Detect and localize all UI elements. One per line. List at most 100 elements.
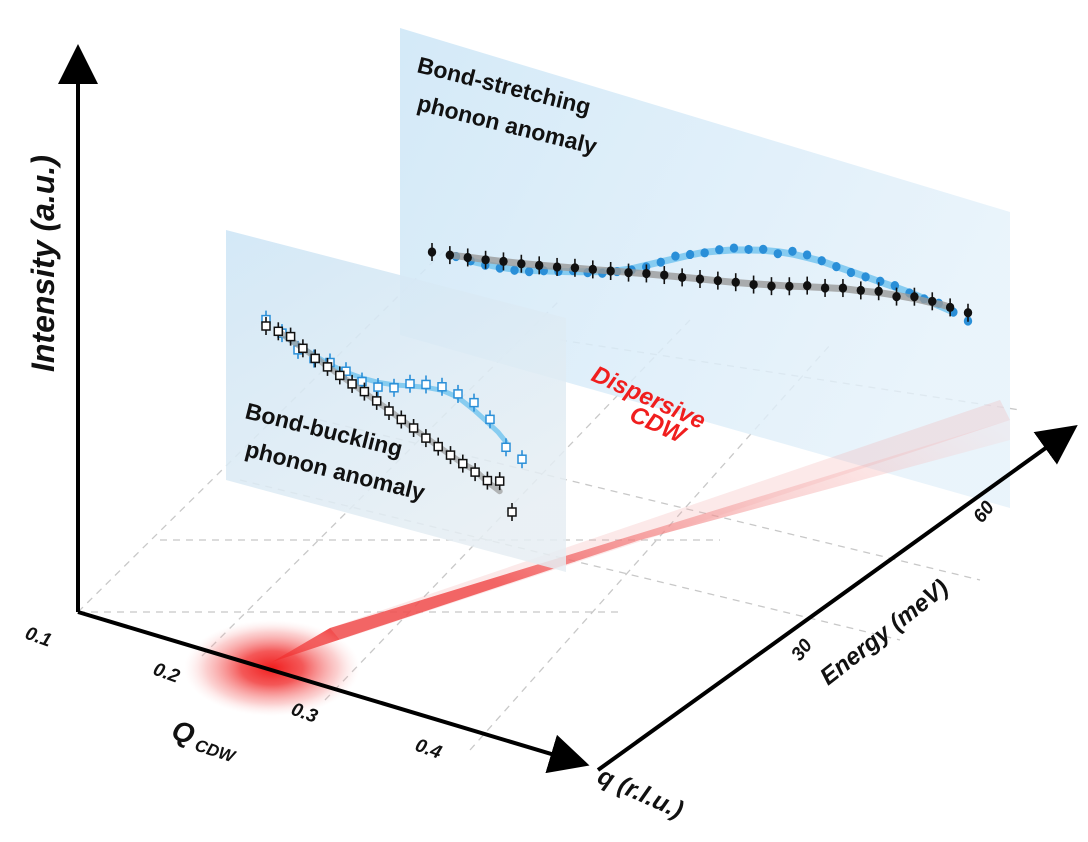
buckle-blue-point [373, 382, 383, 392]
stretch-black-point [910, 292, 919, 302]
stretch-blue-point [729, 243, 739, 253]
q-axis-label: q (r.l.u.) [594, 762, 688, 824]
stretch-black-point [445, 250, 455, 260]
stretch-blue-point [890, 281, 900, 291]
stretch-black-point [499, 256, 508, 266]
cdw-spot [184, 620, 360, 716]
stretch-black-point [606, 266, 615, 276]
stretch-black-point [463, 252, 472, 263]
stretch-black-point [963, 308, 973, 318]
stretch-blue-point [510, 265, 519, 275]
stretch-black-point [517, 259, 526, 269]
buckle-blue-point [389, 383, 399, 393]
buckle-blue-point [517, 454, 527, 464]
buckle-blue-point [357, 376, 367, 387]
energy-axis [596, 424, 1078, 772]
buckling-data [261, 310, 527, 521]
stretch-black-point [785, 281, 794, 291]
buckle-black-point [470, 467, 480, 477]
stretch-black-point [642, 268, 651, 279]
stretch-black-point [892, 292, 901, 302]
stretch-black-point [552, 262, 562, 272]
buckle-black-point [310, 353, 320, 364]
stretch-black-point [838, 283, 848, 293]
q-tick-1: 0.2 [150, 659, 182, 688]
energy-axis-label: Energy (meV) [815, 574, 954, 691]
stretching-panel [400, 28, 1010, 508]
stretch-blue-point [817, 256, 826, 266]
cdw-cone [272, 420, 1010, 662]
stretch-blue-point [876, 276, 885, 286]
stretch-blue-point [656, 257, 665, 267]
buckle-blue-point [453, 389, 463, 399]
buckle-black-point [335, 370, 345, 381]
stretch-blue-point [832, 262, 841, 272]
stretch-black-point [624, 268, 633, 278]
intensity-axis-label: Intensity (a.u.) [25, 155, 61, 372]
stretch-black-point [481, 255, 490, 265]
stretch-black-point [731, 277, 740, 287]
buckle-black-point [298, 343, 308, 354]
stretch-black-point [803, 281, 812, 291]
buckle-blue-point [485, 414, 495, 425]
stretch-black-point [820, 283, 830, 293]
buckle-black-point [322, 362, 333, 372]
stretch-black-point [570, 263, 580, 273]
stretch-black-point [695, 274, 705, 284]
stretch-blue-point [861, 272, 870, 282]
buckle-blue-point [437, 382, 447, 392]
buckle-blue-point [469, 397, 479, 408]
cdw-cone-upper [330, 400, 1010, 640]
stretch-black-point [427, 247, 437, 257]
buckling-panel [226, 230, 566, 572]
buckle-black-point [458, 458, 468, 469]
qcdw-label: Q CDW [168, 714, 244, 767]
buckle-black-point [371, 396, 382, 406]
stretching-data [427, 243, 973, 326]
buckle-black-point [494, 476, 505, 486]
stretch-blue-point [759, 244, 768, 254]
stretch-blue-point [700, 248, 709, 258]
stretch-black-point [677, 272, 687, 282]
buckle-black-point [482, 475, 493, 486]
q-tick-0: 0.1 [22, 623, 54, 652]
stretch-black-point [588, 264, 597, 274]
buckle-black-point [396, 414, 407, 425]
stretch-blue-point [802, 250, 812, 260]
q-axis [77, 610, 590, 774]
stretch-black-point [749, 279, 758, 290]
buckle-blue-point [421, 379, 431, 390]
buckle-black-point [347, 379, 357, 389]
buckle-black-point [273, 326, 284, 337]
qcdw-label-main: Q [168, 714, 199, 750]
stretch-black-point [928, 296, 937, 306]
stretch-black-point [660, 270, 669, 280]
qcdw-label-sub: CDW [192, 736, 238, 767]
stretch-black-point [767, 281, 776, 291]
stretch-black-point [713, 276, 723, 286]
buckle-black-point [507, 507, 517, 517]
stretch-blue-point [671, 251, 680, 261]
stretch-blue-point [524, 267, 534, 277]
stretch-blue-point [744, 244, 753, 255]
buckle-black-point [359, 386, 370, 397]
stretch-black-point [535, 260, 544, 270]
buckle-black-point [261, 321, 271, 331]
q-tick-3: 0.4 [412, 735, 444, 764]
stretch-blue-point [773, 249, 783, 259]
stretch-black-point [874, 286, 883, 296]
stretch-blue-point [685, 249, 695, 260]
buckle-black-point [408, 423, 419, 433]
buckle-black-point [285, 331, 296, 342]
stretch-black-point [856, 285, 865, 295]
buckle-black-point [445, 450, 456, 460]
buckle-blue-point [405, 378, 415, 389]
buckle-black-point [384, 406, 394, 416]
buckle-black-point [433, 441, 443, 452]
buckle-blue-point [501, 442, 511, 453]
stretch-blue-point [495, 263, 505, 273]
energy-tick-30: 30 [787, 635, 817, 665]
stretch-blue-point [715, 245, 724, 255]
stretch-blue-point [788, 246, 797, 256]
